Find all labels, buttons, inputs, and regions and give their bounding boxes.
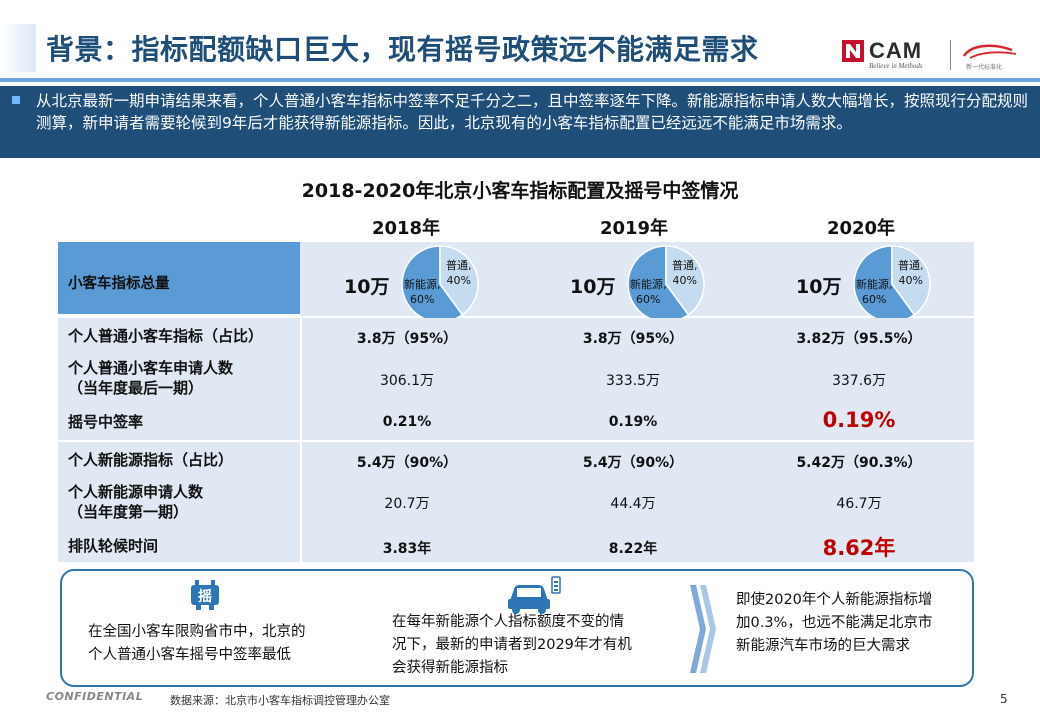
slide-header: 背景：指标配额缺口巨大，现有摇号政策远不能满足需求 CAM Believe in… — [0, 0, 1040, 84]
pie-label-nev-name: 新能源, — [856, 278, 893, 291]
point-3-line: 新能源汽车市场的巨大需求 — [736, 638, 910, 654]
cam-logo: CAM Believe in Methods — [842, 38, 952, 74]
partner-logo-caption: 新一代标准化 — [966, 64, 1003, 71]
win-rate-2018: 0.21% — [382, 414, 432, 430]
pie-slice-ordinary-2018 — [439, 245, 479, 316]
pie-label-nev-name: 新能源, — [404, 278, 441, 291]
point-1-line: 在全国小客车限购省市中，北京的 — [88, 624, 306, 640]
nev-applicants-2018: 20.7万 — [384, 496, 430, 512]
bullet-square-icon — [12, 96, 20, 104]
wait-time-2019: 8.22年 — [608, 541, 658, 557]
wait-time-2020: 8.62年 — [822, 536, 896, 560]
point-3-line: 加0.3%，也远不能满足北京市 — [736, 615, 933, 631]
row-label-line1: 个人新能源申请人数 — [68, 483, 204, 501]
nev-quota-2019: 5.4万（90%） — [582, 455, 684, 471]
title-underline — [0, 78, 1040, 82]
pie-label-nev-pct: 60% — [636, 293, 661, 306]
pie-label-ordinary-2020: 普通, 40% — [898, 258, 924, 288]
nev-quota-2018: 5.4万（90%） — [356, 455, 458, 471]
ordinary-quota-2018: 3.8万（95%） — [356, 331, 458, 347]
win-rate-2019: 0.19% — [608, 414, 658, 430]
table-title: 2018-2020年北京小客车指标配置及摇号中签情况 — [301, 180, 739, 202]
year-header-2019: 2019年 — [599, 218, 669, 239]
table-row-total: 小客车指标总量 10万 10万 10万 普通, 40% 新能源, 60% 普通, 40… — [58, 242, 974, 323]
ordinary-quota-2019: 3.8万（95%） — [582, 331, 684, 347]
column-separator — [300, 318, 302, 440]
nev-applicants-2019: 44.4万 — [610, 496, 656, 512]
intro-box: 从北京最新一期申请结果来看，个人普通小客车指标中签率不足千分之二，且中签率逐年下… — [0, 86, 1040, 158]
cam-logo-icon — [842, 40, 864, 62]
ordinary-applicants-2020: 337.6万 — [831, 373, 887, 389]
nev-quota-2020: 5.42万（90.3%） — [796, 455, 922, 471]
pie-label-nev-2020: 新能源, 60% — [856, 277, 893, 307]
pie-label-ordinary-pct: 40% — [672, 274, 697, 287]
pie-label-ordinary-name: 普通, — [898, 259, 924, 272]
row-label-wait-time: 排队轮候时间 — [68, 537, 159, 555]
logo-divider — [950, 40, 951, 70]
column-separator — [300, 442, 302, 562]
total-value-2019: 10万 — [570, 276, 616, 298]
pie-label-ordinary-2018: 普通, 40% — [446, 258, 472, 288]
partner-logo: 新一代标准化 — [960, 40, 1020, 72]
car-logo-icon — [962, 44, 1017, 59]
pie-2019 — [627, 245, 705, 323]
pie-label-ordinary-name: 普通, — [672, 259, 698, 272]
pie-label-ordinary-pct: 40% — [446, 274, 471, 287]
confidential-label: CONFIDENTIAL — [46, 690, 144, 703]
pie-label-nev-2019: 新能源, 60% — [630, 277, 667, 307]
point-1-text: 在全国小客车限购省市中，北京的 个人普通小客车摇号中签率最低 — [88, 621, 306, 667]
nev-group: 个人新能源指标（占比） 5.4万（90%） 5.4万（90%） 5.42万（90… — [58, 442, 974, 562]
pie-slice-ordinary-2020 — [891, 245, 931, 316]
data-source: 数据来源：北京市小客车指标调控管理办公室 — [170, 694, 390, 707]
total-value-2020: 10万 — [796, 276, 842, 298]
total-label: 小客车指标总量 — [68, 276, 170, 292]
lottery-badge-char: 摇 — [198, 588, 212, 605]
point-1-line: 个人普通小客车摇号中签率最低 — [88, 647, 291, 663]
pie-label-nev-pct: 60% — [862, 293, 887, 306]
pie-2020 — [853, 245, 931, 323]
year-header-2018: 2018年 — [371, 218, 441, 239]
row-label-ordinary-applicants: 个人普通小客车申请人数 （当年度最后一期） — [68, 358, 233, 398]
point-3-line: 即使2020年个人新能源指标增 — [736, 592, 933, 608]
row-label-nev-quota: 个人新能源指标（占比） — [68, 451, 234, 469]
cam-logo-tagline: Believe in Methods — [869, 62, 923, 70]
row-label-ordinary-quota: 个人普通小客车指标（占比） — [68, 327, 264, 345]
point-2-line: 在每年新能源个人指标额度不变的情 — [392, 614, 624, 630]
ordinary-quota-2020: 3.82万（95.5%） — [796, 331, 922, 347]
row-label-line1: 个人普通小客车申请人数 — [68, 359, 234, 377]
title-accent-bar — [0, 24, 36, 72]
nev-applicants-2020: 46.7万 — [836, 496, 882, 512]
point-3-text: 即使2020年个人新能源指标增 加0.3%，也远不能满足北京市 新能源汽车市场的… — [736, 589, 932, 658]
ordinary-applicants-2019: 333.5万 — [605, 373, 661, 389]
row-label-line2: （当年度第一期） — [68, 503, 189, 521]
lottery-badge-icon: 摇 — [191, 580, 219, 610]
point-2-line: 会获得新能源指标 — [392, 660, 508, 676]
total-value-2018: 10万 — [344, 276, 390, 298]
pie-label-ordinary-pct: 40% — [898, 274, 923, 287]
chevron-right-icon — [690, 585, 716, 673]
conclusion-panel: 摇 在全国小客车限购省市中，北京的 个人普通小客车摇号中签率最低 在每年新能源个… — [60, 569, 974, 687]
intro-text: 从北京最新一期申请结果来看，个人普通小客车指标中签率不足千分之二，且中签率逐年下… — [36, 92, 1029, 132]
row-label-nev-applicants: 个人新能源申请人数 （当年度第一期） — [68, 482, 203, 522]
wait-time-2018: 3.83年 — [382, 541, 432, 557]
page-number: 5 — [1000, 692, 1008, 706]
pie-label-nev-name: 新能源, — [630, 278, 667, 291]
pie-label-ordinary-2019: 普通, 40% — [672, 258, 698, 288]
ordinary-group: 个人普通小客车指标（占比） 3.8万（95%） 3.8万（95%） 3.82万（… — [58, 318, 974, 440]
pie-slice-ordinary-2019 — [665, 245, 705, 316]
pie-label-nev-pct: 60% — [410, 293, 435, 306]
point-2-text: 在每年新能源个人指标额度不变的情 况下，最新的申请者到2029年才有机 会获得新… — [392, 611, 632, 680]
point-2-line: 况下，最新的申请者到2029年才有机 — [392, 637, 632, 653]
electric-car-icon — [508, 576, 561, 614]
total-label-cell: 小客车指标总量 — [58, 242, 300, 316]
slide-title: 背景：指标配额缺口巨大，现有摇号政策远不能满足需求 — [46, 33, 759, 66]
year-header-2020: 2020年 — [826, 218, 896, 239]
pie-label-nev-2018: 新能源, 60% — [404, 277, 441, 307]
row-label-win-rate: 摇号中签率 — [68, 413, 144, 431]
row-label-line2: （当年度最后一期） — [68, 379, 204, 397]
ordinary-applicants-2018: 306.1万 — [379, 373, 435, 389]
win-rate-2020: 0.19% — [822, 408, 896, 432]
pie-label-ordinary-name: 普通, — [446, 259, 472, 272]
cam-logo-text: CAM — [869, 38, 923, 63]
